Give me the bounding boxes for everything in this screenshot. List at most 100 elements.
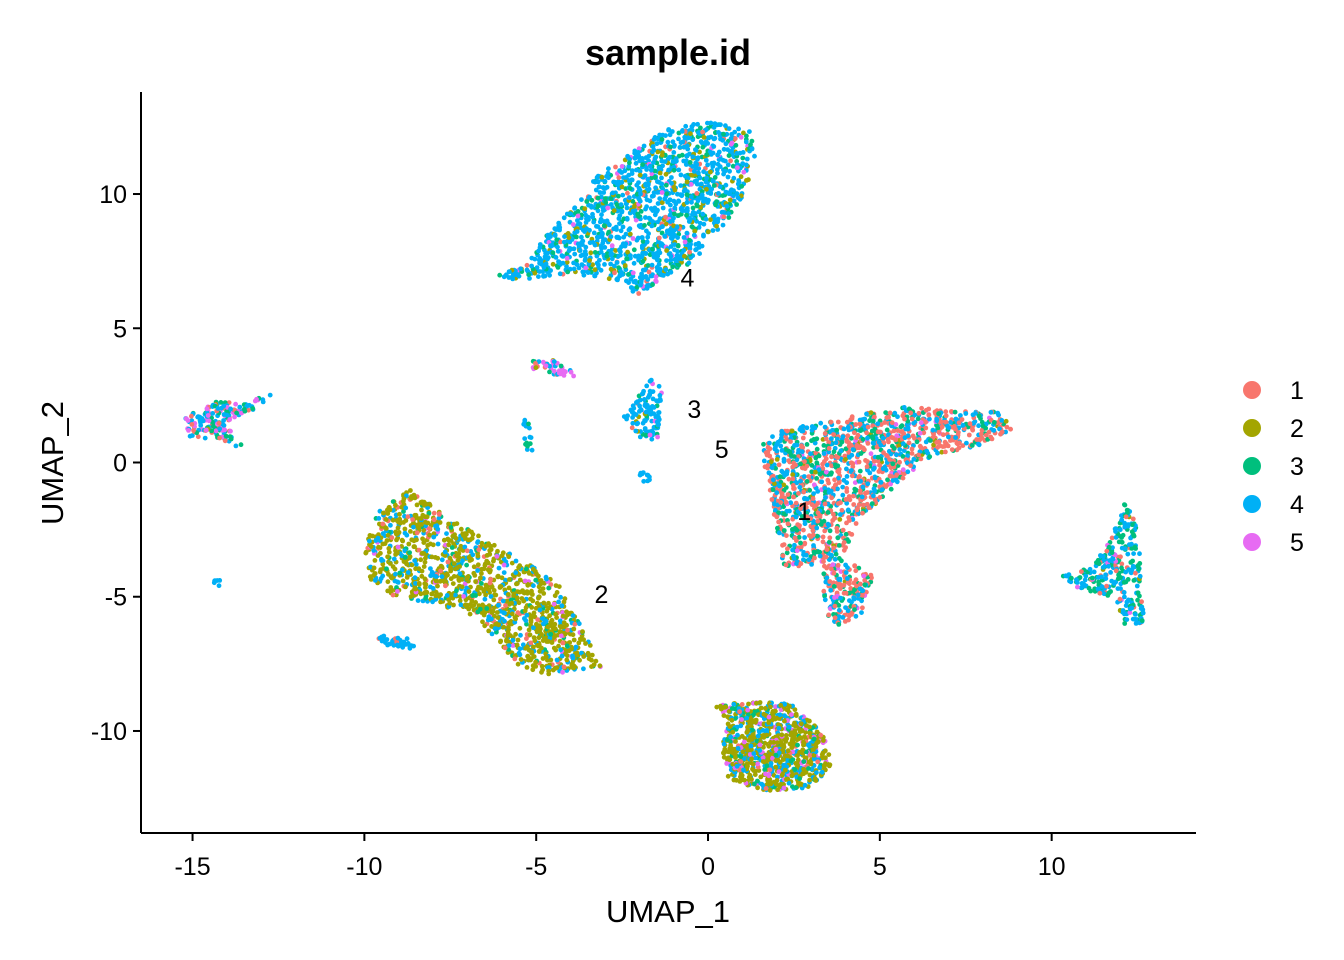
data-point: [866, 505, 872, 511]
data-point: [846, 539, 851, 544]
data-point: [603, 196, 608, 201]
data-point: [818, 420, 824, 426]
data-point: [589, 657, 594, 663]
data-point: [848, 460, 854, 466]
data-point: [655, 149, 661, 155]
data-point: [856, 502, 862, 507]
data-point: [672, 211, 677, 217]
data-point: [725, 162, 731, 168]
data-point: [529, 263, 534, 269]
data-point: [701, 221, 707, 227]
data-point: [996, 412, 1001, 418]
data-point: [637, 168, 643, 174]
data-point: [390, 592, 396, 598]
data-point: [439, 564, 445, 570]
data-point: [829, 454, 834, 460]
data-point: [727, 168, 732, 174]
data-point: [677, 145, 683, 150]
data-point: [399, 504, 405, 510]
data-point: [484, 606, 490, 611]
data-point: [826, 480, 831, 486]
data-point: [517, 563, 523, 569]
data-point: [656, 239, 661, 245]
data-point: [566, 235, 572, 241]
data-point: [811, 482, 817, 488]
data-point: [964, 440, 969, 446]
data-point: [402, 555, 408, 560]
data-point: [574, 234, 579, 240]
data-point: [489, 610, 495, 615]
data-point: [692, 228, 698, 234]
data-point: [627, 231, 633, 237]
data-point: [495, 615, 501, 620]
data-point: [525, 590, 530, 596]
data-point: [411, 538, 417, 544]
data-point: [446, 537, 452, 543]
data-point: [437, 520, 443, 525]
data-point: [650, 282, 655, 288]
data-point: [872, 465, 877, 471]
data-point: [526, 272, 532, 278]
data-point: [625, 190, 630, 196]
data-point: [940, 432, 946, 438]
data-point: [640, 258, 646, 264]
data-point: [812, 550, 818, 555]
data-point: [736, 126, 741, 132]
data-point: [636, 146, 642, 152]
data-point: [444, 571, 450, 577]
data-point: [799, 443, 804, 449]
data-point: [537, 269, 542, 274]
data-point: [781, 511, 787, 517]
data-point: [544, 639, 550, 644]
data-point: [411, 524, 416, 530]
data-point: [373, 538, 379, 543]
data-point: [514, 642, 520, 648]
data-point: [689, 199, 694, 205]
data-point: [616, 235, 622, 241]
data-point: [441, 537, 447, 543]
data-point: [733, 142, 739, 148]
data-point: [658, 243, 664, 248]
data-point: [528, 596, 533, 602]
data-point: [371, 573, 376, 578]
data-point: [584, 216, 589, 222]
data-point: [663, 267, 669, 273]
data-point: [540, 667, 545, 673]
data-point: [819, 479, 825, 485]
data-point: [614, 277, 620, 282]
data-point: [710, 228, 716, 233]
data-point: [699, 189, 705, 194]
data-point: [935, 444, 941, 450]
data-point: [552, 593, 558, 599]
data-point: [523, 605, 529, 610]
data-point: [616, 265, 621, 270]
data-point: [541, 273, 546, 279]
data-point: [607, 222, 612, 228]
data-point: [524, 262, 530, 268]
data-point: [627, 195, 632, 201]
data-point: [682, 253, 687, 259]
data-point: [855, 592, 861, 598]
data-point: [531, 625, 536, 631]
data-point: [597, 190, 603, 195]
data-point: [879, 487, 885, 493]
data-point: [541, 621, 546, 627]
data-point: [662, 234, 668, 239]
data-point: [558, 594, 563, 600]
data-point: [515, 589, 520, 594]
data-point: [686, 219, 692, 224]
data-point: [825, 521, 831, 527]
data-point: [969, 443, 975, 448]
data-point: [476, 547, 482, 553]
data-point: [645, 277, 651, 282]
data-point: [638, 209, 644, 214]
data-point: [718, 136, 723, 142]
data-point: [679, 129, 685, 134]
data-point: [560, 669, 565, 675]
data-point: [599, 212, 604, 218]
data-point: [851, 596, 857, 602]
data-point: [473, 579, 478, 584]
data-point: [694, 191, 700, 196]
data-point: [502, 618, 507, 624]
data-point: [632, 155, 638, 161]
